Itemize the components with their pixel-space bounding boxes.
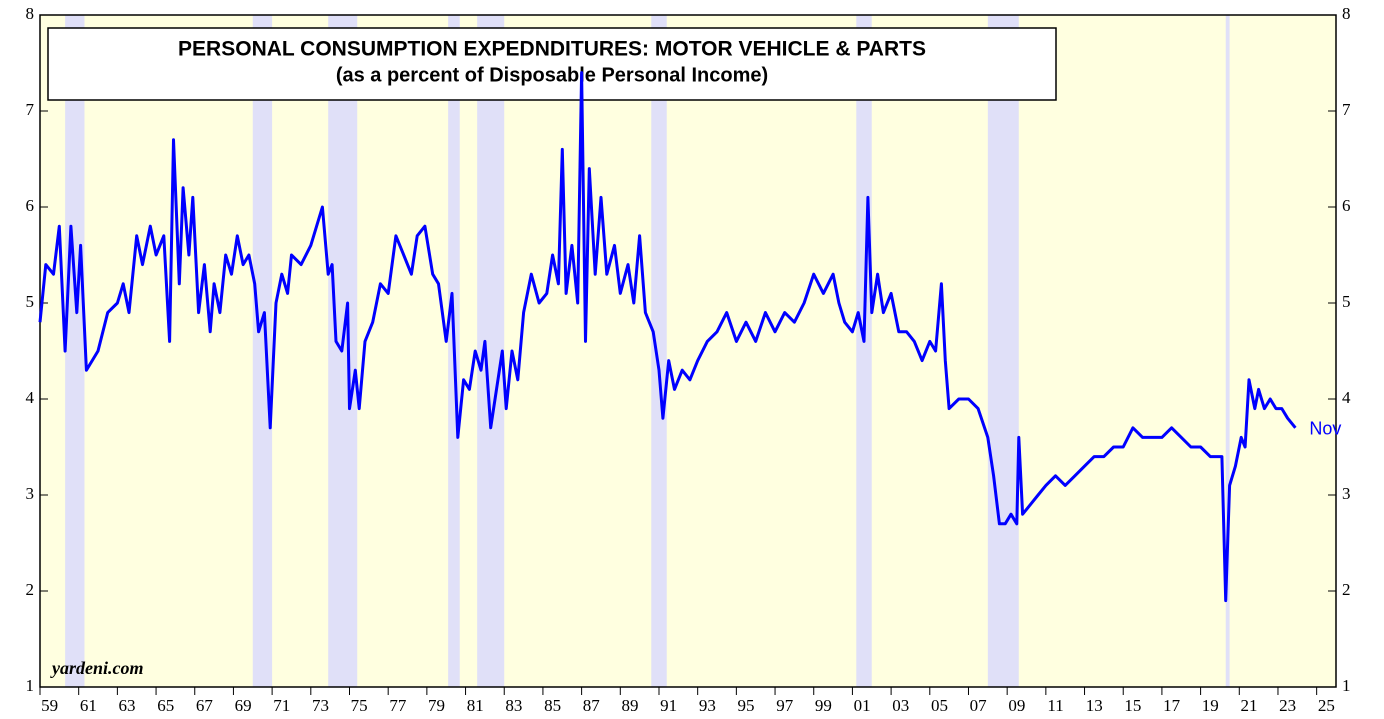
y2-tick-label: 4 [1342,388,1351,407]
y-tick-label: 2 [26,580,35,599]
x-tick-label: 59 [41,696,58,715]
x-tick-label: 91 [660,696,677,715]
x-tick-label: 61 [80,696,97,715]
x-tick-label: 21 [1240,696,1257,715]
x-tick-label: 11 [1047,696,1063,715]
y2-tick-label: 3 [1342,484,1351,503]
y-tick-label: 1 [26,676,35,695]
y2-tick-label: 7 [1342,100,1351,119]
x-tick-label: 95 [738,696,755,715]
y2-tick-label: 5 [1342,292,1351,311]
chart-title: PERSONAL CONSUMPTION EXPEDNDITURES: MOTO… [178,38,926,61]
y-tick-label: 3 [26,484,35,503]
x-tick-label: 23 [1279,696,1296,715]
x-tick-label: 99 [815,696,832,715]
x-tick-label: 89 [621,696,638,715]
x-tick-label: 75 [351,696,368,715]
y-tick-label: 4 [26,388,35,407]
y2-tick-label: 1 [1342,676,1351,695]
y-tick-label: 6 [26,196,35,215]
x-tick-label: 87 [583,696,601,715]
y-tick-label: 8 [26,4,35,23]
chart-subtitle: (as a percent of Disposable Personal Inc… [336,64,768,86]
recession-band [477,15,505,687]
x-tick-label: 13 [1086,696,1103,715]
recession-band [856,15,872,687]
axes: 1 12 23 34 45 56 67 78 859 61 63 65 67 69 71 73 75 77 79 81… [26,4,1352,715]
x-tick-label: 65 [157,696,174,715]
y2-tick-label: 6 [1342,196,1351,215]
recession-band [1225,15,1230,687]
x-tick-label: 67 [196,696,214,715]
x-tick-label: 73 [312,696,329,715]
x-tick-label: 93 [699,696,716,715]
x-tick-label: 69 [235,696,252,715]
x-tick-label: 15 [1124,696,1141,715]
x-tick-label: 97 [776,696,794,715]
y-tick-label: 7 [26,100,35,119]
recession-band [987,15,1019,687]
x-tick-label: 77 [389,696,407,715]
recession-band [65,15,85,687]
x-tick-label: 85 [544,696,561,715]
x-tick-label: 63 [119,696,136,715]
title-box [47,27,1057,101]
x-tick-label: 19 [1202,696,1219,715]
x-tick-label: 81 [467,696,484,715]
source: yardeni.com [50,658,144,678]
y2-tick-label: 8 [1342,4,1351,23]
x-tick-label: 17 [1163,696,1181,715]
series-line [38,71,1297,603]
recession-band [651,15,667,687]
y-tick-label: 5 [26,292,35,311]
annotation: Nov [1309,419,1341,439]
x-tick-label: 79 [428,696,445,715]
x-tick-label: 01 [854,696,871,715]
x-tick-label: 09 [1008,696,1025,715]
x-tick-label: 71 [273,696,290,715]
x-tick-label: 03 [892,696,909,715]
plot-background [40,15,1336,687]
x-tick-label: 25 [1318,696,1335,715]
x-tick-label: 83 [505,696,522,715]
recession-band [252,15,273,687]
x-tick-label: 07 [970,696,988,715]
x-tick-label: 05 [931,696,948,715]
plot-frame [39,14,1337,688]
y2-tick-label: 2 [1342,580,1351,599]
